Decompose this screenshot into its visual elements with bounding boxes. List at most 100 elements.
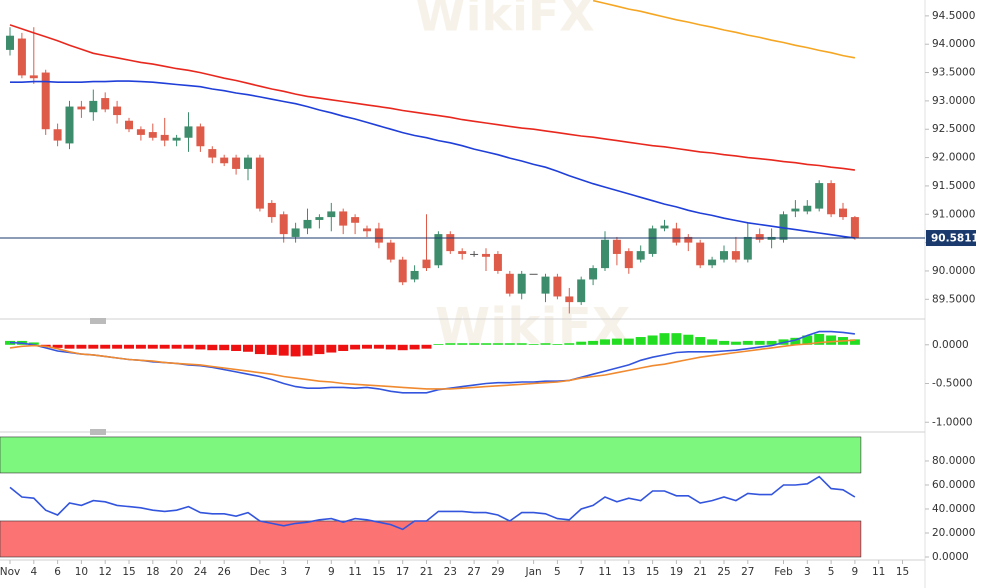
candle-body [65, 106, 74, 144]
x-tick-label: 27 [467, 566, 480, 578]
x-tick-label: 11 [598, 566, 611, 578]
candle-body [53, 129, 62, 141]
x-tick-label: 11 [348, 566, 361, 578]
x-tick-label: 20 [170, 566, 183, 578]
histogram-bar [552, 344, 563, 345]
histogram-bar [730, 341, 741, 345]
candle-body [184, 126, 193, 138]
histogram-bar [588, 340, 599, 345]
moving-average [9, 24, 856, 171]
y-tick-label: 0.0000 [932, 339, 969, 351]
histogram-bar [433, 344, 444, 345]
x-tick-label: 15 [646, 566, 659, 578]
macd-line [9, 339, 855, 390]
candle-body [470, 253, 479, 255]
candle-body [839, 208, 847, 218]
x-tick-label: 25 [717, 566, 730, 578]
candle-body [255, 157, 264, 209]
candle-body [113, 106, 122, 116]
histogram-bar [540, 343, 551, 345]
x-tick-label: 3 [280, 566, 287, 578]
candle-body [731, 251, 740, 260]
band [0, 436, 862, 474]
panel [0, 436, 862, 558]
x-tick-label: 17 [396, 566, 409, 578]
histogram-bar [826, 335, 837, 345]
y-tick-label: 94.5000 [932, 10, 975, 22]
candle-body [553, 276, 562, 297]
histogram-bar [790, 337, 801, 345]
candle-body [803, 205, 812, 212]
histogram-bar [350, 344, 361, 350]
candle-body [791, 208, 800, 212]
histogram-bar [611, 338, 622, 345]
candle-body [541, 276, 550, 294]
candle-body [29, 75, 38, 79]
candle-body [363, 228, 371, 232]
histogram-bar [266, 344, 277, 355]
y-tick-label: 89.5000 [932, 293, 975, 305]
y-tick-label: 80.0000 [932, 455, 975, 467]
x-tick-label: 21 [420, 566, 433, 578]
x-tick-label: 12 [99, 566, 112, 578]
histogram-bar [52, 344, 63, 348]
histogram-bar [171, 344, 182, 349]
x-tick-label: 26 [218, 566, 232, 578]
panel-grip[interactable] [90, 429, 106, 435]
y-tick-label: 94.0000 [932, 38, 975, 50]
x-tick-label: 7 [304, 566, 311, 578]
candle-body [327, 211, 336, 218]
candle-body [267, 202, 276, 218]
x-tick-label: 13 [622, 566, 635, 578]
y-tick-label: 0.0000 [932, 551, 969, 563]
candle-body [374, 228, 383, 243]
histogram-bar [564, 343, 575, 345]
x-tick-label: 15 [896, 566, 909, 578]
y-tick-label: -1.0000 [932, 416, 973, 428]
candle-body [291, 228, 300, 237]
candle-body [434, 234, 443, 266]
candle-body [589, 268, 598, 280]
candle-body [101, 98, 110, 110]
x-tick-label: 27 [741, 566, 754, 578]
candle-body [779, 214, 788, 240]
candle-body [89, 100, 98, 113]
candle-body [458, 251, 467, 254]
histogram-bar [219, 344, 230, 351]
histogram-bar [397, 344, 408, 351]
histogram-bar [373, 344, 384, 349]
x-tick-label: Dec [250, 566, 271, 578]
candle-body [136, 129, 145, 135]
panel-grip[interactable] [90, 318, 106, 324]
histogram-bar [742, 340, 753, 345]
histogram-bar [147, 344, 158, 349]
x-tick-label: Feb [774, 566, 793, 578]
histogram-bar [754, 340, 765, 345]
histogram-bar [766, 340, 777, 345]
candle-body [41, 72, 50, 130]
candle-body [196, 126, 205, 147]
x-tick-label: 7 [578, 566, 585, 578]
candle-body [172, 137, 181, 141]
candle-body [624, 251, 633, 269]
candle-body [6, 35, 14, 50]
histogram-bar [481, 343, 491, 345]
candle-body [303, 219, 312, 229]
histogram-bar [254, 344, 265, 355]
x-tick-label: Jan [525, 566, 542, 578]
x-tick-label: 15 [122, 566, 135, 578]
y-tick-label: 91.0000 [932, 208, 975, 220]
x-tick-label: 24 [194, 566, 208, 578]
histogram-bar [528, 344, 539, 345]
y-tick-label: 92.0000 [932, 152, 975, 164]
x-tick-label: Nov [0, 566, 20, 578]
moving-average [592, 0, 856, 59]
histogram-bar [623, 338, 634, 345]
candle-body [220, 157, 229, 164]
candle-body [351, 217, 360, 223]
histogram-bar [362, 344, 372, 349]
y-tick-label: 93.0000 [932, 95, 975, 107]
histogram-bar [112, 344, 123, 349]
histogram-bar [159, 344, 170, 349]
